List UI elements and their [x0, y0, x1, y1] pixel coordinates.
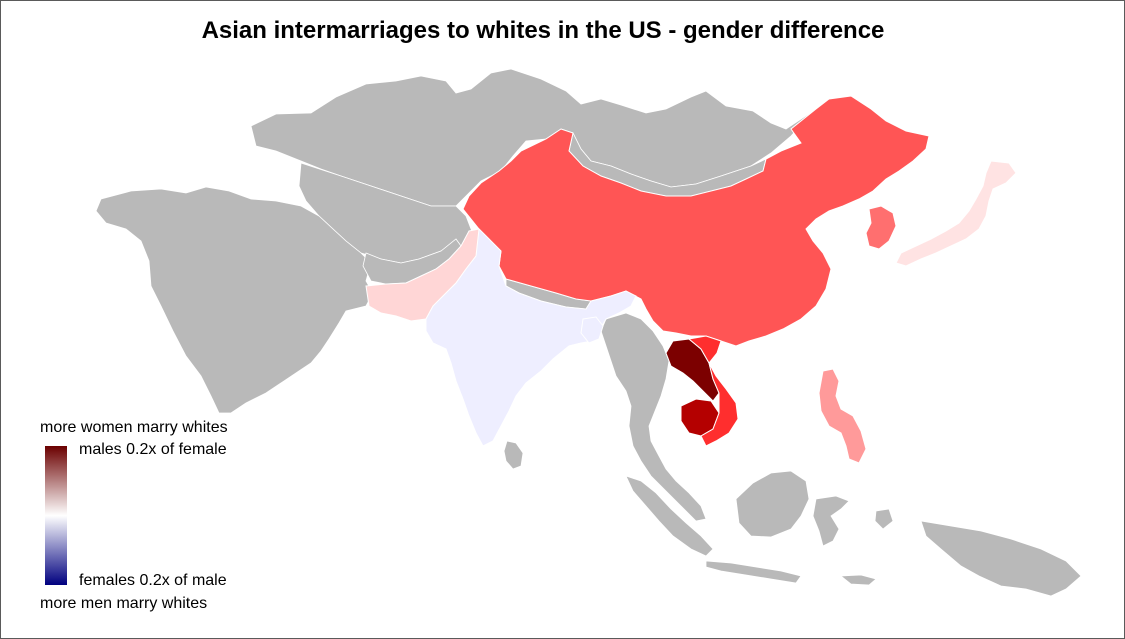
legend-max-label: males 0.2x of female: [79, 441, 227, 458]
country-bangladesh: [580, 316, 604, 344]
legend-gradient-bar: [45, 446, 67, 585]
country-india: [425, 227, 637, 447]
land-moluccas: [874, 508, 894, 530]
data-countries: [365, 95, 1017, 464]
land-sri-lanka: [503, 440, 524, 470]
land-timor: [839, 574, 877, 586]
legend-bottom-label: more men marry whites: [40, 595, 208, 612]
land-new-guinea: [920, 520, 1082, 597]
country-philippines: [818, 368, 867, 464]
country-korea: [865, 205, 897, 250]
land-borneo: [735, 470, 810, 538]
country-vietnam: [687, 335, 739, 447]
legend-min-label: females 0.2x of male: [79, 572, 227, 589]
map-title: Asian intermarriages to whites in the US…: [201, 17, 885, 44]
land-russia: [250, 68, 817, 207]
country-japan: [895, 160, 1017, 267]
land-middle-east: [95, 186, 374, 414]
land-sulawesi: [812, 495, 850, 547]
legend-top-label: more women marry whites: [40, 419, 228, 436]
land-java: [705, 560, 802, 584]
country-china: [462, 95, 930, 347]
land-sumatra: [625, 475, 714, 557]
no-data-regions: [95, 68, 1082, 597]
